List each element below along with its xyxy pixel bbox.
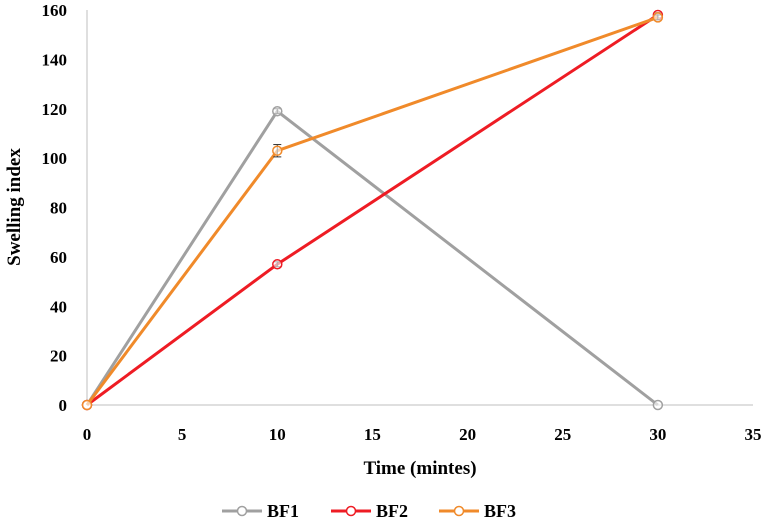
legend: BF1 BF2 BF3 [222,501,516,519]
y-axis-ticks: 0 20 40 60 80 100 120 140 160 [42,1,68,415]
data-point [652,399,664,411]
y-tick-label: 20 [50,347,67,366]
y-tick-label: 0 [59,396,68,415]
legend-item-BF3: BF3 [439,501,516,519]
series-line [85,109,659,407]
x-tick-label: 15 [364,425,381,444]
x-tick-label: 0 [83,425,92,444]
x-axis-ticks: 0 5 10 15 20 25 30 35 [83,425,762,444]
y-tick-label: 100 [42,149,68,168]
y-tick-label: 140 [42,50,68,69]
y-tick-label: 160 [42,1,68,20]
x-tick-label: 5 [178,425,187,444]
data-point [272,145,283,156]
legend-label: BF1 [267,501,299,519]
x-axis-title: Time (mintes) [363,458,476,479]
x-tick-label: 35 [745,425,762,444]
legend-label: BF2 [376,501,408,519]
legend-marker [345,505,357,517]
series-BF2 [81,9,664,411]
x-tick-label: 30 [649,425,666,444]
legend-marker [236,505,248,517]
x-tick-label: 10 [269,425,286,444]
data-point [272,105,283,117]
plot-area [81,9,664,411]
y-tick-label: 60 [50,248,67,267]
series-BF3 [81,12,664,411]
data-point [272,259,283,270]
legend-marker [453,505,465,517]
legend-item-BF2: BF2 [331,501,408,519]
y-tick-label: 80 [50,199,67,218]
series-line [85,15,659,406]
data-point [81,399,93,411]
x-tick-label: 25 [554,425,571,444]
data-point [652,12,664,23]
x-tick-label: 20 [459,425,476,444]
legend-label: BF3 [484,501,516,519]
series-BF1 [81,105,664,411]
series-line [86,13,659,407]
y-tick-label: 120 [42,100,68,119]
y-axis-title: Swelling index [4,148,25,266]
legend-item-BF1: BF1 [222,501,299,519]
y-tick-label: 40 [50,297,67,316]
